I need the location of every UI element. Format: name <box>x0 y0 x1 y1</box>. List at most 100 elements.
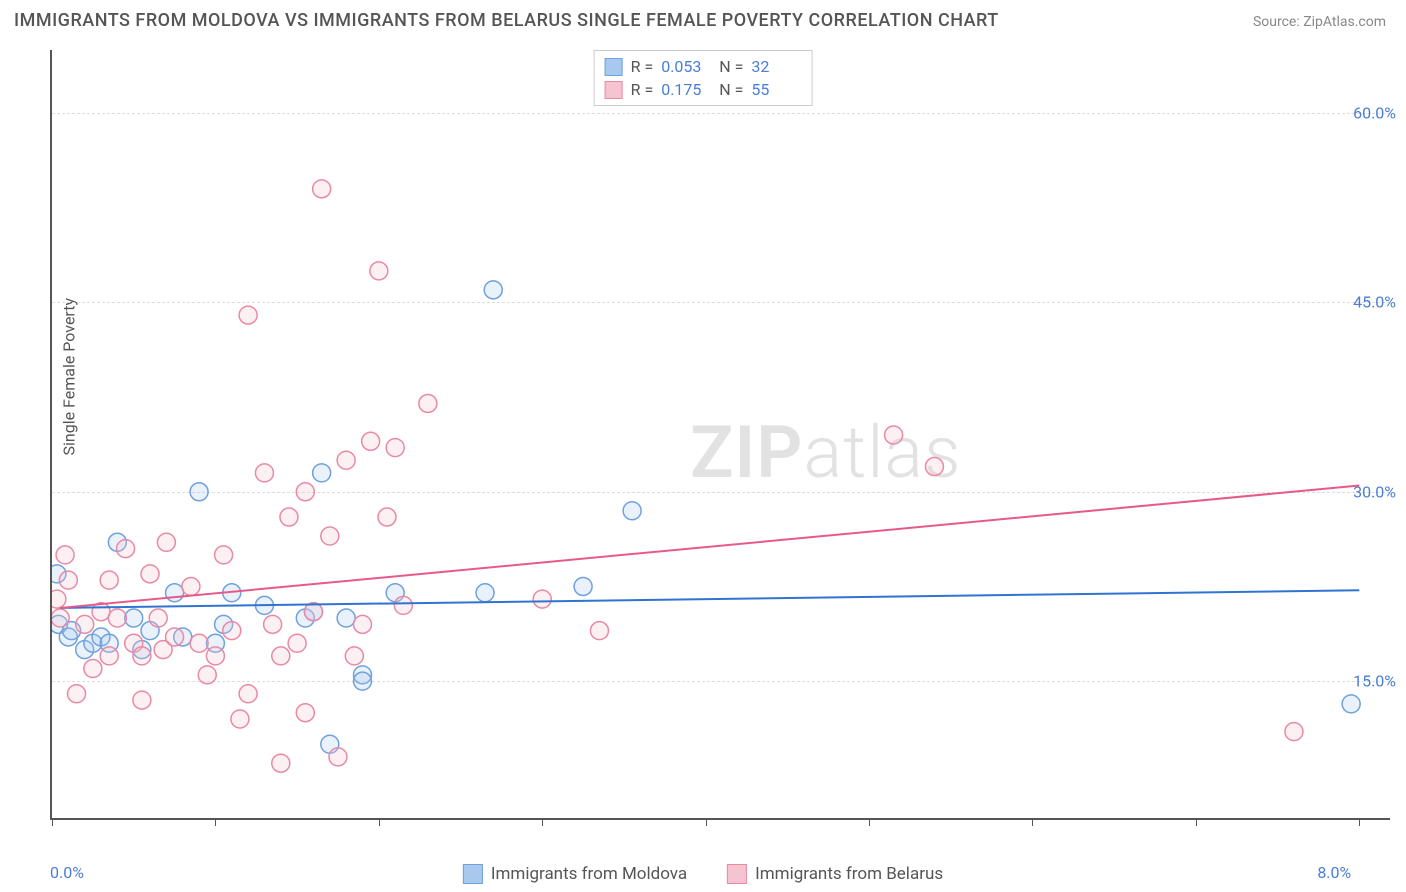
source-value: ZipAtlas.com <box>1303 14 1386 30</box>
data-point <box>223 622 241 640</box>
legend-label-belarus: Immigrants from Belarus <box>755 864 943 884</box>
data-point <box>239 306 257 324</box>
data-point <box>59 571 77 589</box>
data-point <box>280 508 298 526</box>
data-point <box>133 691 151 709</box>
data-point <box>378 508 396 526</box>
data-point <box>394 596 412 614</box>
data-point <box>321 527 339 545</box>
data-point <box>231 710 249 728</box>
legend-item-belarus: Immigrants from Belarus <box>727 864 943 884</box>
chart-title: IMMIGRANTS FROM MOLDOVA VS IMMIGRANTS FR… <box>14 10 999 31</box>
legend-swatch-belarus <box>727 864 747 884</box>
data-point <box>166 584 184 602</box>
x-tick <box>215 818 216 826</box>
source-attribution: Source: ZipAtlas.com <box>1253 14 1386 30</box>
data-point <box>149 609 167 627</box>
trend-line <box>60 590 1359 608</box>
data-point <box>190 483 208 501</box>
data-point <box>52 609 69 627</box>
data-point <box>272 647 290 665</box>
x-tick <box>869 818 870 826</box>
data-point <box>337 609 355 627</box>
series-legend: Immigrants from Moldova Immigrants from … <box>463 864 943 884</box>
x-tick <box>52 818 53 826</box>
data-point <box>370 262 388 280</box>
x-tick <box>379 818 380 826</box>
data-point <box>76 615 94 633</box>
legend-swatch-moldova <box>463 864 483 884</box>
legend-row-moldova: R = 0.053 N = 32 <box>605 55 802 78</box>
data-point <box>362 432 380 450</box>
data-point <box>925 458 943 476</box>
x-tick <box>1359 818 1360 826</box>
n-value-belarus: 55 <box>751 80 801 99</box>
n-label: N = <box>719 57 743 76</box>
n-value-moldova: 32 <box>751 57 801 76</box>
data-point <box>337 451 355 469</box>
r-value-belarus: 0.175 <box>661 80 711 99</box>
data-point <box>419 394 437 412</box>
data-point <box>52 590 66 608</box>
data-point <box>255 464 273 482</box>
data-point <box>590 622 608 640</box>
data-point <box>68 685 86 703</box>
x-tick-label: 8.0% <box>1317 863 1351 882</box>
scatter-svg <box>52 50 1390 818</box>
plot-area <box>50 50 1390 820</box>
data-point <box>353 672 371 690</box>
trend-line <box>60 485 1359 607</box>
data-point <box>198 666 216 684</box>
data-point <box>476 584 494 602</box>
data-point <box>141 565 159 583</box>
data-point <box>157 533 175 551</box>
legend-swatch-belarus <box>605 81 623 99</box>
correlation-legend: R = 0.053 N = 32 R = 0.175 N = 55 <box>594 50 813 106</box>
r-value-moldova: 0.053 <box>661 57 711 76</box>
data-point <box>56 546 74 564</box>
data-point <box>885 426 903 444</box>
data-point <box>100 571 118 589</box>
data-point <box>386 439 404 457</box>
data-point <box>313 180 331 198</box>
data-point <box>272 754 290 772</box>
data-point <box>329 748 347 766</box>
data-point <box>264 615 282 633</box>
legend-swatch-moldova <box>605 58 623 76</box>
data-point <box>313 464 331 482</box>
data-point <box>574 577 592 595</box>
x-tick-label: 0.0% <box>50 863 84 882</box>
data-point <box>215 546 233 564</box>
legend-label-moldova: Immigrants from Moldova <box>491 864 687 884</box>
data-point <box>190 634 208 652</box>
data-point <box>239 685 257 703</box>
data-point <box>1285 723 1303 741</box>
data-point <box>353 615 371 633</box>
data-point <box>100 647 118 665</box>
data-point <box>166 628 184 646</box>
r-label: R = <box>631 57 654 76</box>
r-label: R = <box>631 80 654 99</box>
legend-item-moldova: Immigrants from Moldova <box>463 864 687 884</box>
source-label: Source: <box>1253 14 1303 30</box>
data-point <box>108 609 126 627</box>
x-tick <box>1032 818 1033 826</box>
data-point <box>206 647 224 665</box>
legend-row-belarus: R = 0.175 N = 55 <box>605 78 802 101</box>
data-point <box>125 609 143 627</box>
data-point <box>117 540 135 558</box>
x-tick <box>706 818 707 826</box>
data-point <box>133 647 151 665</box>
data-point <box>296 704 314 722</box>
data-point <box>182 577 200 595</box>
data-point <box>296 483 314 501</box>
data-point <box>84 660 102 678</box>
data-point <box>623 502 641 520</box>
n-label: N = <box>719 80 743 99</box>
x-tick <box>1196 818 1197 826</box>
data-point <box>484 281 502 299</box>
data-point <box>345 647 363 665</box>
data-point <box>533 590 551 608</box>
data-point <box>1342 695 1360 713</box>
data-point <box>288 634 306 652</box>
